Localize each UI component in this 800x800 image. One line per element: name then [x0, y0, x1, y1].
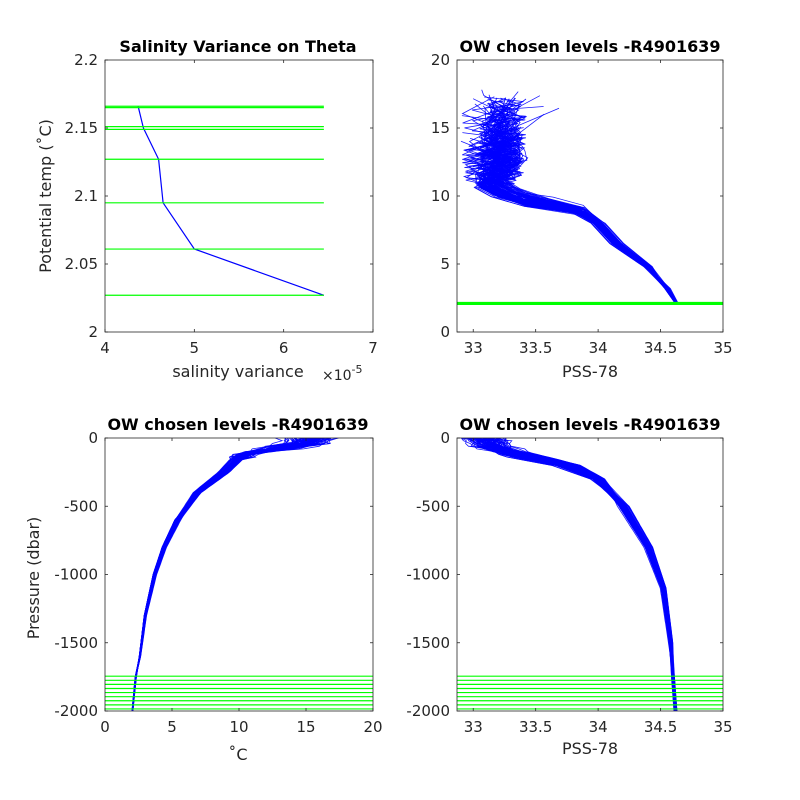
x-tick-label: 7: [368, 339, 378, 357]
x-tick-label: 5: [190, 339, 200, 357]
plot-area: 4 5 6 7 2 2.05 2.1 2.15 2.2: [65, 51, 378, 357]
y-axis-label: Potential temp (˚C): [36, 119, 55, 273]
x-tick-label: 5: [167, 718, 177, 736]
y-tick-label: 5: [440, 255, 450, 273]
plot-area: 0 5 10 15 20 -2000 -1500 -1000 -500 0: [54, 429, 382, 736]
y-tick-label: -500: [64, 497, 98, 515]
profile-line: [480, 97, 677, 305]
y-tick-label: 0: [440, 429, 450, 447]
x-tick-label: 33.5: [519, 339, 552, 357]
plot-content: [105, 438, 373, 711]
plot-area: 33 33.5 34 34.5 35 0 5 10 15 20: [431, 51, 733, 357]
y-tick-label: 15: [431, 119, 450, 137]
x-axis-label: ˚C: [228, 745, 247, 764]
x-axis-multiplier-exponent: -5: [352, 363, 363, 376]
panel-title: OW chosen levels -R4901639: [459, 415, 720, 434]
plot-background: [457, 438, 723, 711]
y-tick-label: 20: [431, 51, 450, 69]
profile-line: [472, 438, 677, 711]
x-tick-label: 34: [589, 718, 608, 736]
y-tick-label: -1500: [406, 634, 450, 652]
x-tick-label: 35: [713, 339, 732, 357]
plot-content: [457, 89, 723, 305]
y-tick-label: -1000: [54, 566, 98, 584]
x-axis-label: PSS-78: [562, 362, 618, 381]
plot-background: [105, 60, 373, 332]
series-line-1: [137, 106, 325, 296]
x-tick-label: 4: [100, 339, 110, 357]
x-tick-label: 34.5: [644, 718, 677, 736]
x-tick-label: 20: [363, 718, 382, 736]
panel-salinity-variance: Salinity Variance on Theta 4 5 6 7 2 2.05 2.1 2…: [36, 37, 378, 384]
y-tick-label: 2.15: [65, 119, 98, 137]
y-tick-label: -1000: [406, 566, 450, 584]
plot-content: [457, 438, 723, 711]
profile-line: [465, 123, 677, 305]
x-axis-multiplier-base: ×10: [322, 368, 352, 384]
y-tick-label: -500: [416, 497, 450, 515]
plot-area: 33 33.5 34 34.5 35 -2000 -1500 -1000 -500 0: [406, 429, 732, 736]
panel-theta-salinity: OW chosen levels -R4901639 33 33.5 34 34.5 3…: [431, 37, 733, 381]
y-axis-label: Pressure (dbar): [24, 517, 43, 640]
x-axis-label: PSS-78: [562, 739, 618, 758]
x-tick-label: 34.5: [644, 339, 677, 357]
y-tick-label: -1500: [54, 634, 98, 652]
x-tick-label: 33: [464, 339, 483, 357]
x-axis-multiplier: ×10-5: [322, 363, 363, 384]
panel-temperature-pressure: OW chosen levels -R4901639 0 5 10 15 20 -2000…: [24, 415, 383, 764]
y-tick-label: 0: [88, 429, 98, 447]
panel-title: OW chosen levels -R4901639: [459, 37, 720, 56]
panel-title: OW chosen levels -R4901639: [107, 415, 368, 434]
panel-salinity-pressure: OW chosen levels -R4901639 33 33.5 34 34.5 3…: [406, 415, 732, 758]
y-tick-label: 2.1: [74, 187, 98, 205]
profile-line: [484, 133, 678, 305]
x-tick-label: 0: [100, 718, 110, 736]
profile-line: [462, 97, 677, 305]
x-tick-label: 10: [229, 718, 248, 736]
x-tick-label: 6: [279, 339, 289, 357]
profile-line: [131, 438, 290, 711]
panel-title: Salinity Variance on Theta: [119, 37, 356, 56]
profile-line: [478, 127, 678, 305]
y-tick-label: -2000: [54, 702, 98, 720]
y-tick-label: 2.05: [65, 255, 98, 273]
profile-line: [481, 438, 676, 711]
plot-content: [105, 105, 325, 296]
x-tick-label: 33.5: [519, 718, 552, 736]
y-tick-label: 0: [440, 323, 450, 341]
x-tick-label: 34: [589, 339, 608, 357]
y-tick-label: 10: [431, 187, 450, 205]
plot-background: [105, 438, 373, 711]
x-axis-label: salinity variance: [172, 362, 303, 381]
y-tick-label: 2.2: [74, 51, 98, 69]
y-tick-label: 2: [88, 323, 98, 341]
x-tick-label: 35: [713, 718, 732, 736]
y-tick-label: -2000: [406, 702, 450, 720]
x-tick-label: 33: [464, 718, 483, 736]
x-tick-label: 15: [296, 718, 315, 736]
